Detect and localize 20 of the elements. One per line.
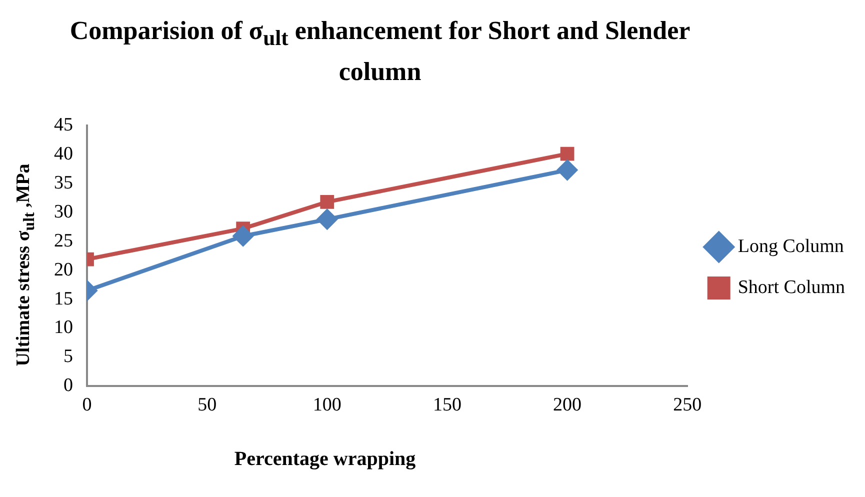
y-tick-label: 10 xyxy=(54,317,73,338)
x-tick-label: 100 xyxy=(312,394,342,416)
y-tick-label: 5 xyxy=(64,346,73,368)
x-tick-label: 250 xyxy=(673,394,702,416)
y-tick-label: 30 xyxy=(54,201,73,222)
y-tick-label: 0 xyxy=(64,375,73,396)
x-tick-label: 50 xyxy=(198,394,217,416)
legend-label: Short Column xyxy=(738,276,846,298)
y-tick-label: 35 xyxy=(54,172,73,194)
y-tick-label: 25 xyxy=(54,230,73,252)
y-tick-label: 20 xyxy=(54,259,73,280)
legend-label: Long Column xyxy=(738,236,844,257)
y-tick-label: 40 xyxy=(54,143,73,164)
y-tick-label: 15 xyxy=(54,288,73,310)
chart-title: Comparision of σ$_{ult}$ enhancement for Short and Slender column xyxy=(68,15,692,88)
x-tick-label: 150 xyxy=(432,394,462,416)
y-tick-label: 45 xyxy=(54,114,73,136)
x-tick-label: 200 xyxy=(553,394,582,416)
x-axis-title: Percentage wrapping xyxy=(233,448,417,471)
x-tick-label: 0 xyxy=(82,394,92,416)
